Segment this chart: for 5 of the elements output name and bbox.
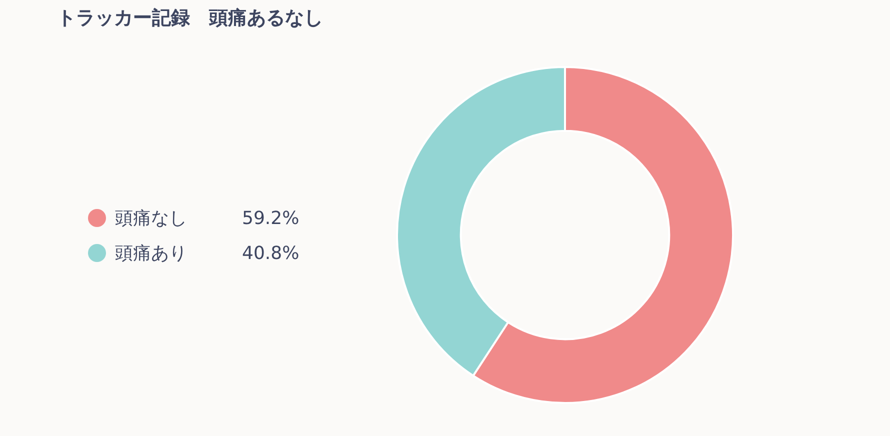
data-label: 40.8% <box>242 243 300 264</box>
legend-label: 頭痛あり <box>115 243 187 264</box>
legend-label: 頭痛なし <box>115 208 187 229</box>
chart-title: トラッカー記録 頭痛あるなし <box>57 7 323 29</box>
data-label: 59.2% <box>242 208 300 229</box>
